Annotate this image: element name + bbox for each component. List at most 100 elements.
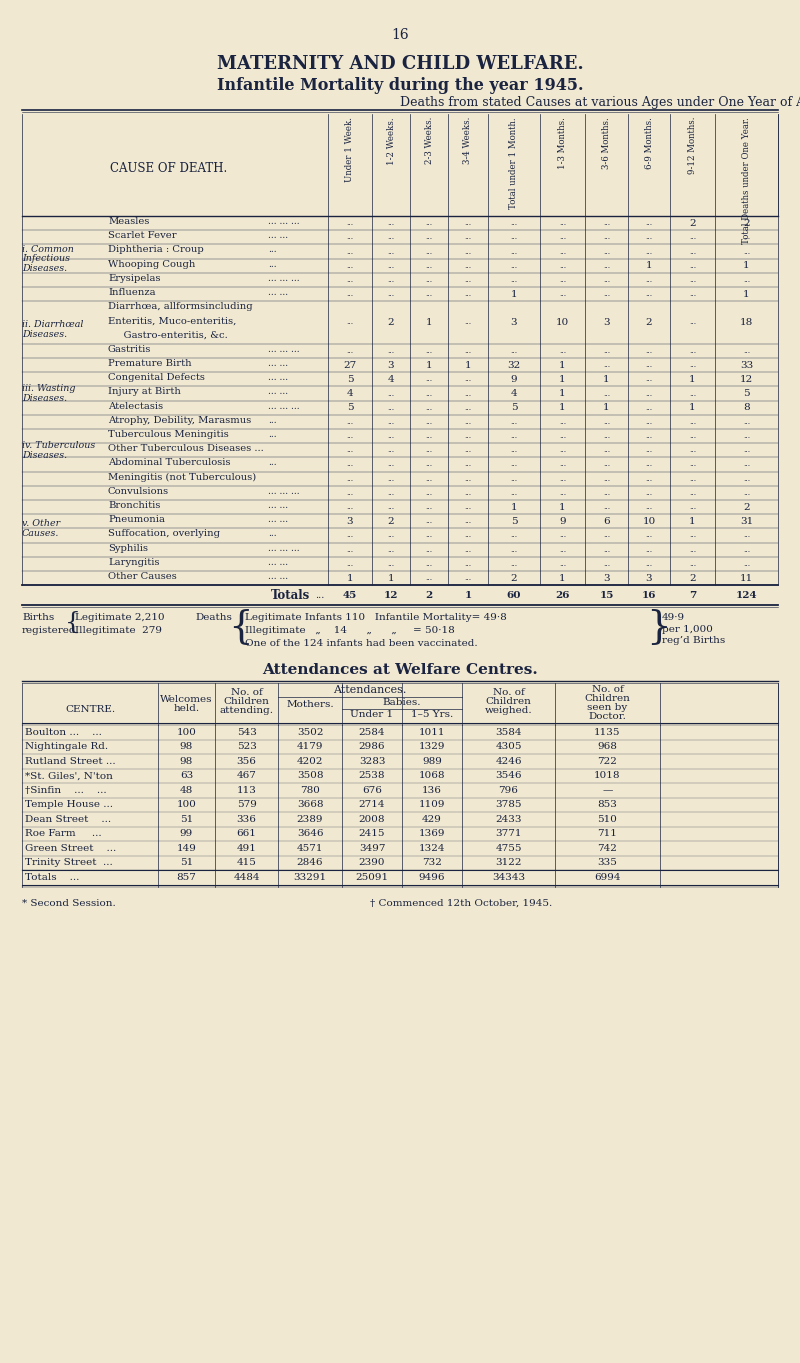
- Text: ...: ...: [559, 248, 566, 255]
- Text: CENTRE.: CENTRE.: [65, 705, 115, 714]
- Text: 124: 124: [736, 590, 758, 600]
- Text: ... ...: ... ...: [268, 572, 288, 581]
- Text: ...: ...: [426, 461, 433, 469]
- Text: ...: ...: [387, 446, 394, 454]
- Text: Atrophy, Debility, Marasmus: Atrophy, Debility, Marasmus: [108, 416, 251, 425]
- Text: 1109: 1109: [418, 800, 446, 810]
- Text: †Sinfin    ...    ...: †Sinfin ... ...: [25, 786, 106, 795]
- Text: 3: 3: [510, 318, 518, 327]
- Text: ...: ...: [689, 248, 696, 255]
- Text: 1329: 1329: [418, 743, 446, 751]
- Text: ...: ...: [387, 503, 394, 511]
- Text: ...: ...: [743, 474, 750, 483]
- Text: 34343: 34343: [492, 872, 525, 882]
- Text: ...: ...: [743, 418, 750, 425]
- Text: ...: ...: [689, 290, 696, 298]
- Text: ...: ...: [743, 248, 750, 255]
- Text: attending.: attending.: [219, 706, 274, 716]
- Text: ...: ...: [465, 474, 471, 483]
- Text: ...: ...: [689, 432, 696, 440]
- Text: ...: ...: [426, 390, 433, 398]
- Text: ...: ...: [387, 532, 394, 540]
- Text: ...: ...: [465, 233, 471, 241]
- Text: Welcomes: Welcomes: [160, 695, 213, 705]
- Text: 98: 98: [180, 756, 193, 766]
- Text: ...: ...: [426, 262, 433, 270]
- Text: ...: ...: [689, 262, 696, 270]
- Text: ... ... ...: ... ... ...: [268, 345, 300, 354]
- Text: ...: ...: [689, 446, 696, 454]
- Text: 336: 336: [237, 815, 257, 825]
- Text: ...: ...: [387, 262, 394, 270]
- Text: ...: ...: [387, 545, 394, 553]
- Text: ...: ...: [646, 375, 653, 383]
- Text: ...: ...: [465, 403, 471, 412]
- Text: Premature Birth: Premature Birth: [108, 358, 192, 368]
- Text: Syphilis: Syphilis: [108, 544, 148, 552]
- Text: 4: 4: [388, 375, 394, 384]
- Text: Causes.: Causes.: [22, 529, 59, 537]
- Text: 780: 780: [300, 786, 320, 795]
- Text: 2: 2: [689, 574, 696, 582]
- Text: 2433: 2433: [495, 815, 522, 825]
- Text: 12: 12: [740, 375, 753, 384]
- Text: ...: ...: [603, 348, 610, 354]
- Text: ...: ...: [646, 403, 653, 412]
- Text: ...: ...: [346, 560, 354, 568]
- Text: 3: 3: [603, 574, 610, 582]
- Text: 25091: 25091: [355, 872, 389, 882]
- Text: 149: 149: [177, 844, 197, 853]
- Text: 3502: 3502: [297, 728, 323, 737]
- Text: iii. Wasting: iii. Wasting: [22, 384, 75, 394]
- Text: 33291: 33291: [294, 872, 326, 882]
- Text: 676: 676: [362, 786, 382, 795]
- Text: Total under 1 Month.: Total under 1 Month.: [510, 117, 518, 209]
- Text: ...: ...: [603, 432, 610, 440]
- Text: Roe Farm     ...: Roe Farm ...: [25, 830, 102, 838]
- Text: ...: ...: [510, 489, 518, 497]
- Text: }: }: [646, 609, 670, 646]
- Text: Injury at Birth: Injury at Birth: [108, 387, 181, 397]
- Text: Legitimate 2,210: Legitimate 2,210: [75, 613, 165, 622]
- Text: ...: ...: [603, 275, 610, 284]
- Text: 1369: 1369: [418, 830, 446, 838]
- Text: Diseases.: Diseases.: [22, 330, 67, 339]
- Text: 3: 3: [603, 318, 610, 327]
- Text: ...: ...: [559, 489, 566, 497]
- Text: 2: 2: [743, 218, 750, 228]
- Text: 2: 2: [510, 574, 518, 582]
- Text: ...: ...: [689, 348, 696, 354]
- Text: 1135: 1135: [594, 728, 621, 737]
- Text: 4755: 4755: [495, 844, 522, 853]
- Text: 27: 27: [343, 361, 357, 369]
- Text: ... ...: ... ...: [268, 358, 288, 368]
- Text: seen by: seen by: [587, 703, 628, 713]
- Text: 4484: 4484: [234, 872, 260, 882]
- Text: ...: ...: [387, 390, 394, 398]
- Text: Scarlet Fever: Scarlet Fever: [108, 232, 177, 240]
- Text: 6: 6: [603, 517, 610, 526]
- Text: ...: ...: [426, 503, 433, 511]
- Text: ...: ...: [603, 290, 610, 298]
- Text: ...: ...: [689, 560, 696, 568]
- Text: per 1,000: per 1,000: [662, 626, 713, 634]
- Text: ...: ...: [510, 233, 518, 241]
- Text: Abdominal Tuberculosis: Abdominal Tuberculosis: [108, 458, 230, 468]
- Text: weighed.: weighed.: [485, 706, 532, 716]
- Text: 429: 429: [422, 815, 442, 825]
- Text: ...: ...: [743, 233, 750, 241]
- Text: ...: ...: [559, 461, 566, 469]
- Text: ...: ...: [387, 560, 394, 568]
- Text: registered: registered: [22, 626, 77, 635]
- Text: 3508: 3508: [297, 771, 323, 781]
- Text: 33: 33: [740, 361, 753, 369]
- Text: ...: ...: [510, 474, 518, 483]
- Text: 51: 51: [180, 859, 193, 867]
- Text: 51: 51: [180, 815, 193, 825]
- Text: ...: ...: [387, 403, 394, 412]
- Text: ...: ...: [510, 560, 518, 568]
- Text: Meningitis (not Tuberculous): Meningitis (not Tuberculous): [108, 473, 256, 481]
- Text: ...: ...: [510, 275, 518, 284]
- Text: ...: ...: [465, 574, 471, 582]
- Text: ...: ...: [387, 248, 394, 255]
